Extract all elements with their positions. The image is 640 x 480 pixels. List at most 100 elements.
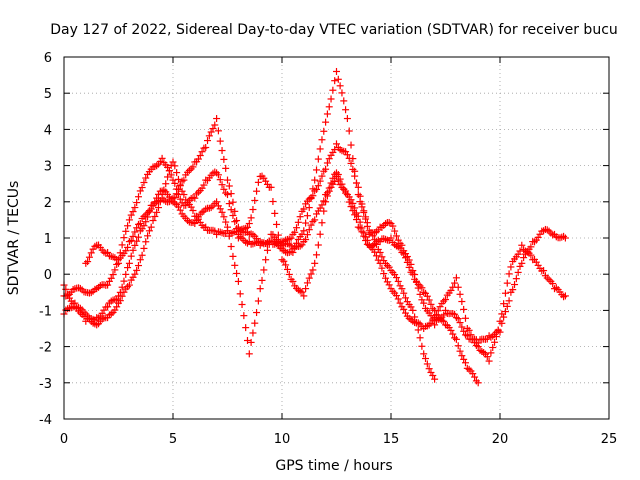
data-point-interp <box>511 281 519 289</box>
data-point <box>224 191 231 199</box>
data-point-interp <box>400 289 408 297</box>
data-point-interp <box>120 234 128 242</box>
data-point-interp <box>378 253 386 261</box>
data-point <box>376 259 384 267</box>
data-point-interp <box>200 144 208 152</box>
data-point-interp <box>356 218 364 226</box>
data-point-interp <box>534 261 542 269</box>
data-point-interp <box>461 314 469 322</box>
data-point-interp <box>85 253 93 261</box>
data-point-interp <box>334 75 342 83</box>
data-point <box>115 259 122 267</box>
data-point-interp <box>305 274 313 282</box>
data-point <box>82 259 90 267</box>
data-point-interp <box>229 198 237 206</box>
data-point <box>289 277 297 285</box>
data-point-interp <box>454 315 462 323</box>
data-point-interp <box>527 251 535 259</box>
data-point-interp <box>153 194 161 202</box>
data-point-interp <box>133 199 141 207</box>
data-point-interp <box>356 198 364 206</box>
data-point <box>551 285 558 293</box>
data-point-interp <box>342 187 350 195</box>
data-point-interp <box>129 232 137 240</box>
data-point <box>180 191 188 199</box>
data-point-interp <box>323 110 331 118</box>
data-point <box>333 172 340 180</box>
data-point-interp <box>173 169 181 177</box>
data-point-interp <box>396 299 404 307</box>
data-point-interp <box>260 266 268 274</box>
data-point-interp <box>385 281 393 289</box>
data-point-interp <box>451 279 459 287</box>
data-point-interp <box>162 180 170 188</box>
data-point-interp <box>118 241 126 249</box>
data-point-interp <box>372 228 380 236</box>
y-tick-label: -4 <box>39 413 52 428</box>
data-point-interp <box>512 275 520 283</box>
data-point-interp <box>325 187 333 195</box>
data-point <box>202 223 210 231</box>
data-point-interp <box>194 188 202 196</box>
data-point-interp <box>189 163 197 171</box>
data-point-interp <box>133 237 141 245</box>
data-point-interp <box>400 305 408 313</box>
data-point-interp <box>131 204 139 212</box>
data-point-interp <box>489 344 497 352</box>
data-point-interp <box>198 148 206 156</box>
data-point-interp <box>142 174 150 182</box>
data-point-interp <box>545 276 553 284</box>
data-point <box>311 176 319 184</box>
y-tick-label: 2 <box>44 196 52 211</box>
y-tick-label: 1 <box>44 232 52 247</box>
data-point <box>354 191 362 199</box>
data-point-interp <box>318 172 326 180</box>
data-point-interp <box>120 277 128 285</box>
data-point-interp <box>314 155 322 163</box>
data-point-interp <box>467 331 475 339</box>
data-point-interp <box>196 152 204 160</box>
data-point-interp <box>218 208 226 216</box>
data-point-interp <box>87 289 95 297</box>
data-point <box>104 303 112 311</box>
data-point-interp <box>236 290 244 298</box>
y-tick-label: 3 <box>44 160 52 175</box>
data-point-interp <box>351 167 359 175</box>
data-point-interp <box>316 230 324 238</box>
data-point-interp <box>149 217 157 225</box>
data-point-interp <box>153 162 161 170</box>
data-point <box>452 335 460 343</box>
data-point-interp <box>176 182 184 190</box>
data-point-interp <box>347 203 355 211</box>
data-point-interp <box>218 147 226 155</box>
data-point <box>125 216 133 224</box>
data-point-interp <box>363 222 371 230</box>
data-point-interp <box>427 300 435 308</box>
data-point <box>354 183 362 191</box>
data-point-interp <box>407 303 415 311</box>
data-point <box>147 223 155 231</box>
data-point-interp <box>425 365 433 373</box>
data-point-interp <box>531 238 539 246</box>
data-point <box>136 220 144 228</box>
data-point-interp <box>133 266 141 274</box>
data-point-interp <box>358 203 366 211</box>
data-point-interp <box>76 284 84 292</box>
data-point-interp <box>501 308 509 316</box>
data-point-interp <box>360 229 368 237</box>
data-point-interp <box>469 335 477 343</box>
data-point-interp <box>327 183 335 191</box>
data-point-interp <box>458 323 466 331</box>
data-point-interp <box>214 127 222 135</box>
data-point-interp <box>205 132 213 140</box>
data-point-interp <box>156 198 164 206</box>
data-point <box>136 256 144 264</box>
data-point-interp <box>282 261 290 269</box>
data-point <box>561 292 569 300</box>
data-point-interp <box>309 217 317 225</box>
data-point-interp <box>451 310 459 318</box>
data-point-interp <box>254 297 262 305</box>
data-point <box>245 350 253 358</box>
data-point-interp <box>316 145 324 153</box>
